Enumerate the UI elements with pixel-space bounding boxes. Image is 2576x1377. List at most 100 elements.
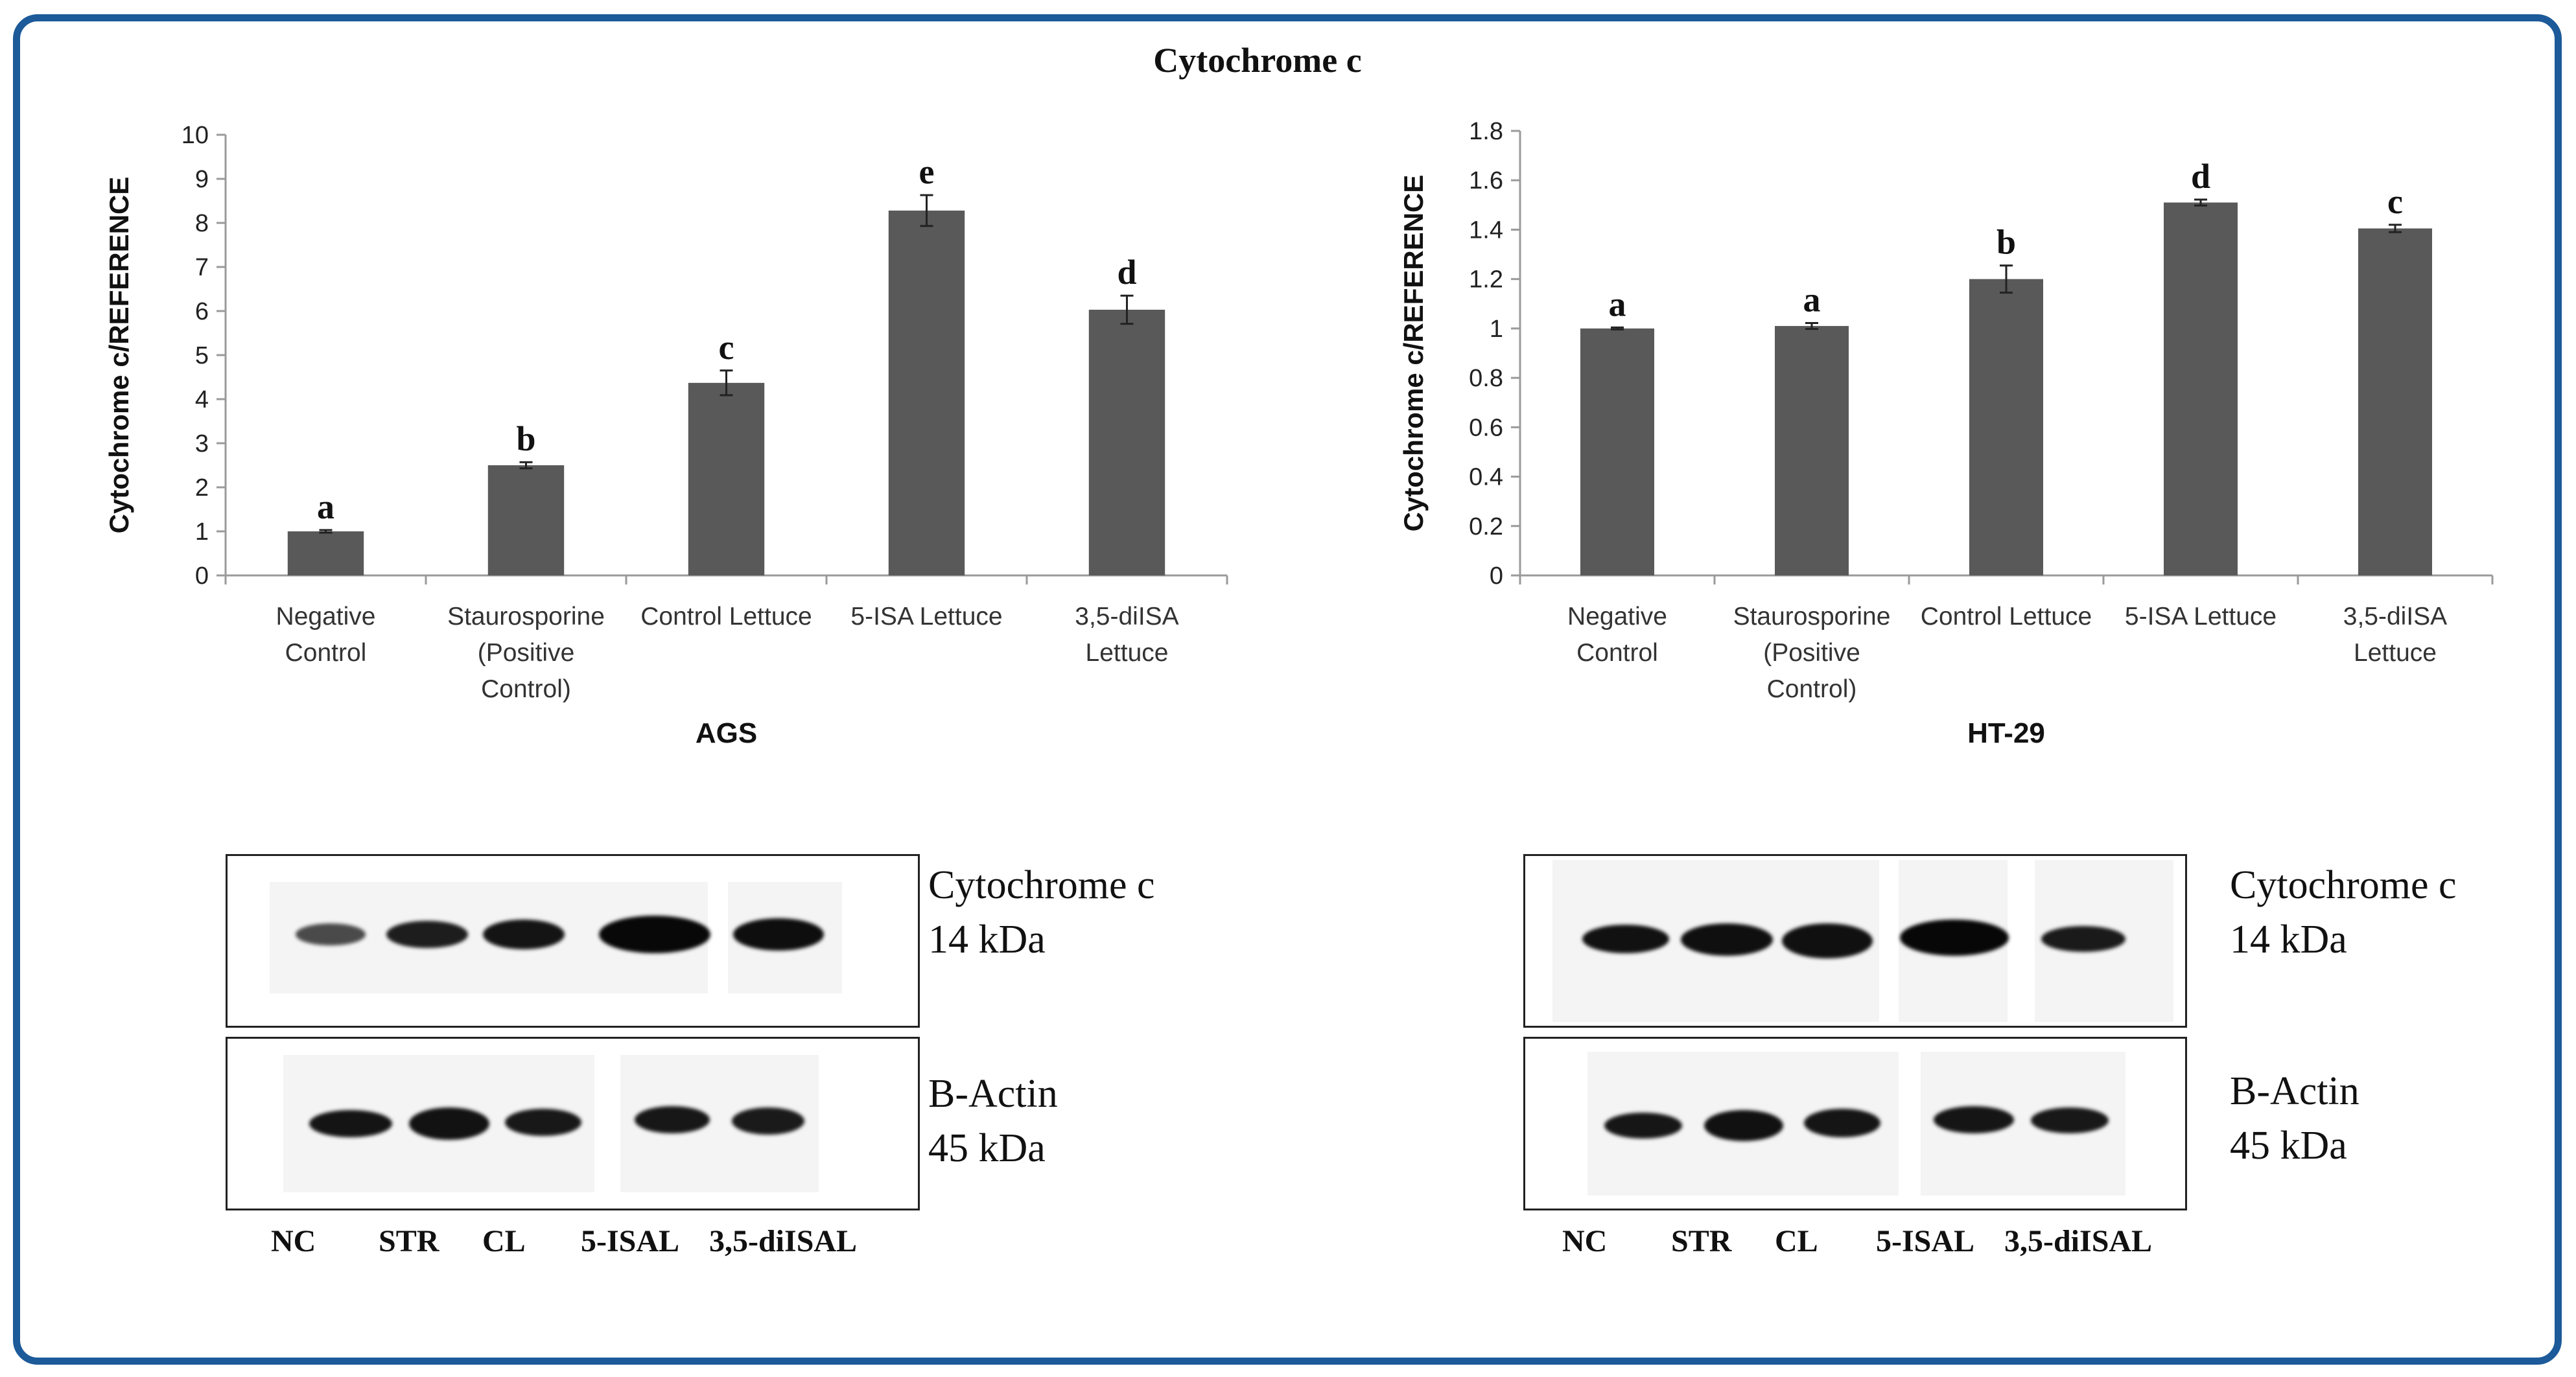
band (1782, 923, 1873, 958)
band (1582, 925, 1669, 953)
lane-label: NC (1562, 1224, 1608, 1258)
category-label: Staurosporine (Positive Control) (1733, 603, 1891, 703)
figure-title: Cytochrome c (1153, 41, 1362, 80)
significance-letter: c (719, 328, 734, 367)
category-label: 5-ISA Lettuce (850, 603, 1002, 631)
category-label-line: Control (285, 639, 367, 667)
category-label-line: Control (1576, 639, 1658, 667)
y-tick-label: 7 (195, 254, 209, 281)
blot-ags-cytochrome-c (226, 854, 920, 1028)
y-tick-label: 4 (195, 386, 209, 413)
category-label-line: Staurosporine (447, 603, 605, 631)
protein-size: 45 kDa (928, 1126, 1046, 1170)
lane-label: 3,5-diISAL (2004, 1224, 2153, 1258)
band (732, 1107, 804, 1135)
lane-label: 5-ISAL (1876, 1224, 1975, 1258)
bar (888, 210, 965, 576)
category-label-line: 3,5-diISA (1075, 603, 1178, 631)
category-label-line: Lettuce (2354, 639, 2437, 667)
protein-size: 14 kDa (928, 918, 1046, 962)
protein-name: Cytochrome c (928, 863, 1155, 907)
category-label: 3,5-diISA Lettuce (1075, 603, 1178, 667)
significance-letter: e (919, 152, 935, 191)
category-label-line: 3,5-diISA (2343, 603, 2447, 631)
y-tick-label: 9 (195, 166, 209, 193)
y-tick-label: 6 (195, 298, 209, 325)
y-tick-label: 5 (195, 342, 209, 369)
category-label-line: Control) (1767, 675, 1857, 703)
significance-letter: b (516, 419, 535, 458)
bar (1775, 326, 1849, 575)
band (2041, 926, 2125, 952)
y-tick-label: 2 (195, 474, 209, 502)
band (309, 1110, 392, 1137)
category-label: Negative Control (1567, 603, 1667, 667)
y-tick-label: 1.2 (1469, 266, 1503, 294)
category-label-line: Negative (276, 603, 376, 631)
bar (287, 531, 364, 575)
y-tick-label: 1 (1490, 316, 1503, 343)
band (635, 1106, 710, 1133)
band (296, 923, 366, 945)
lane-label: STR (1671, 1224, 1732, 1258)
category-label-line: 5-ISA Lettuce (850, 603, 1002, 631)
blot-ht29-cytochrome-c (1523, 854, 2187, 1028)
bar (2358, 228, 2432, 575)
significance-letter: a (1803, 281, 1821, 319)
significance-letter: a (317, 487, 334, 526)
lane-label: CL (482, 1224, 526, 1258)
y-tick-label: 1 (195, 518, 209, 546)
y-tick-label: 1.4 (1469, 216, 1503, 244)
category-label-line: Control Lettuce (1921, 603, 2092, 631)
category-label: 3,5-diISA Lettuce (2343, 603, 2447, 667)
y-tick-label: 0 (195, 562, 209, 590)
blot-ht29-b-actin (1523, 1037, 2187, 1210)
category-label-line: Control) (481, 675, 571, 703)
y-tick-label: 3 (195, 430, 209, 457)
band (733, 918, 824, 951)
category-label-line: 5-ISA Lettuce (2125, 603, 2277, 631)
significance-letter: d (1117, 253, 1136, 292)
y-tick-label: 0.2 (1469, 513, 1503, 540)
y-tick-label: 10 (181, 122, 209, 149)
bar (1088, 309, 1165, 575)
band (1934, 1106, 2014, 1133)
band (483, 920, 565, 949)
blot-ags-label-actin: B-Actin 45 kDa (928, 1067, 1058, 1175)
category-label: Control Lettuce (640, 603, 812, 631)
x-axis-title: AGS (696, 717, 757, 749)
category-label-line: Staurosporine (1733, 603, 1891, 631)
band (505, 1109, 581, 1136)
y-tick-label: 0.6 (1469, 414, 1503, 441)
band (1681, 923, 1773, 956)
y-tick-label: 1.6 (1469, 167, 1503, 194)
protein-name: Cytochrome c (2230, 863, 2457, 907)
lane-label: 5-ISAL (581, 1224, 680, 1258)
lane-label: NC (271, 1224, 316, 1258)
band (409, 1107, 489, 1140)
lane-label: CL (1775, 1224, 1818, 1258)
y-axis-title: Cytochrome c/REFERENCE (1398, 175, 1429, 532)
y-axis-title: Cytochrome c/REFERENCE (104, 177, 134, 534)
band (386, 921, 468, 948)
blot-ags-b-actin (226, 1037, 920, 1210)
category-label-line: Negative (1567, 603, 1667, 631)
y-tick-label: 0 (1490, 562, 1503, 590)
bar (1580, 328, 1654, 575)
protein-name: B-Actin (928, 1072, 1058, 1116)
blot-ht29-label-cyt: Cytochrome c 14 kDa (2230, 858, 2457, 967)
band (1704, 1110, 1783, 1141)
band (1804, 1109, 1880, 1137)
category-label-line: Control Lettuce (640, 603, 812, 631)
category-label-line: Lettuce (1086, 639, 1169, 667)
y-tick-label: 0.8 (1469, 365, 1503, 392)
significance-letter: a (1609, 284, 1626, 323)
significance-letter: d (2191, 157, 2210, 196)
category-label: Negative Control (276, 603, 376, 667)
lane-label: 3,5-diISAL (709, 1224, 858, 1258)
blot-ags-label-cyt: Cytochrome c 14 kDa (928, 858, 1155, 967)
significance-letter: c (2387, 182, 2403, 221)
y-tick-label: 1.8 (1469, 118, 1503, 145)
